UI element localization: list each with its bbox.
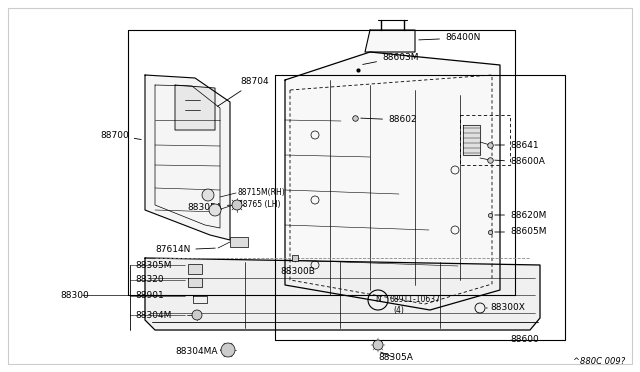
Text: 88305A: 88305A	[187, 202, 229, 212]
Text: 88602: 88602	[361, 115, 417, 125]
Circle shape	[373, 340, 383, 350]
Circle shape	[202, 189, 214, 201]
Text: 88600: 88600	[510, 336, 539, 344]
Text: ^880C 009?: ^880C 009?	[573, 357, 625, 366]
Polygon shape	[145, 258, 540, 330]
Text: 08911-10637: 08911-10637	[390, 295, 441, 305]
Text: 88620M: 88620M	[495, 211, 547, 219]
Text: N: N	[375, 295, 381, 305]
Text: 88305M: 88305M	[135, 260, 172, 269]
Text: 88300X: 88300X	[486, 304, 525, 312]
Polygon shape	[365, 30, 415, 52]
Circle shape	[232, 200, 242, 210]
Polygon shape	[145, 75, 230, 240]
Circle shape	[209, 204, 221, 216]
Text: 88300: 88300	[60, 291, 89, 299]
Text: 87614N: 87614N	[155, 246, 215, 254]
Polygon shape	[463, 125, 480, 155]
Text: 88765 (LH): 88765 (LH)	[238, 199, 280, 208]
Text: 88320: 88320	[135, 276, 164, 285]
Text: (4): (4)	[393, 307, 404, 315]
Text: 88715M(RH): 88715M(RH)	[238, 189, 285, 198]
Polygon shape	[285, 52, 500, 310]
FancyBboxPatch shape	[188, 264, 202, 274]
Text: 88304M: 88304M	[135, 311, 172, 320]
Text: 88300B: 88300B	[280, 260, 315, 276]
Text: 88605M: 88605M	[495, 228, 547, 237]
Text: 88901: 88901	[135, 292, 164, 301]
Text: 88603M: 88603M	[363, 52, 419, 64]
Text: 88305A: 88305A	[378, 352, 413, 362]
Text: 88304MA: 88304MA	[175, 347, 221, 356]
Circle shape	[192, 310, 202, 320]
Circle shape	[221, 343, 235, 357]
Text: 88704: 88704	[218, 77, 269, 106]
Text: 86400N: 86400N	[419, 33, 481, 42]
Polygon shape	[188, 278, 202, 287]
Text: 88641: 88641	[495, 141, 539, 150]
Polygon shape	[175, 85, 215, 130]
Bar	[230, 237, 248, 247]
Text: 88700: 88700	[100, 131, 141, 140]
Text: 88600A: 88600A	[495, 157, 545, 167]
